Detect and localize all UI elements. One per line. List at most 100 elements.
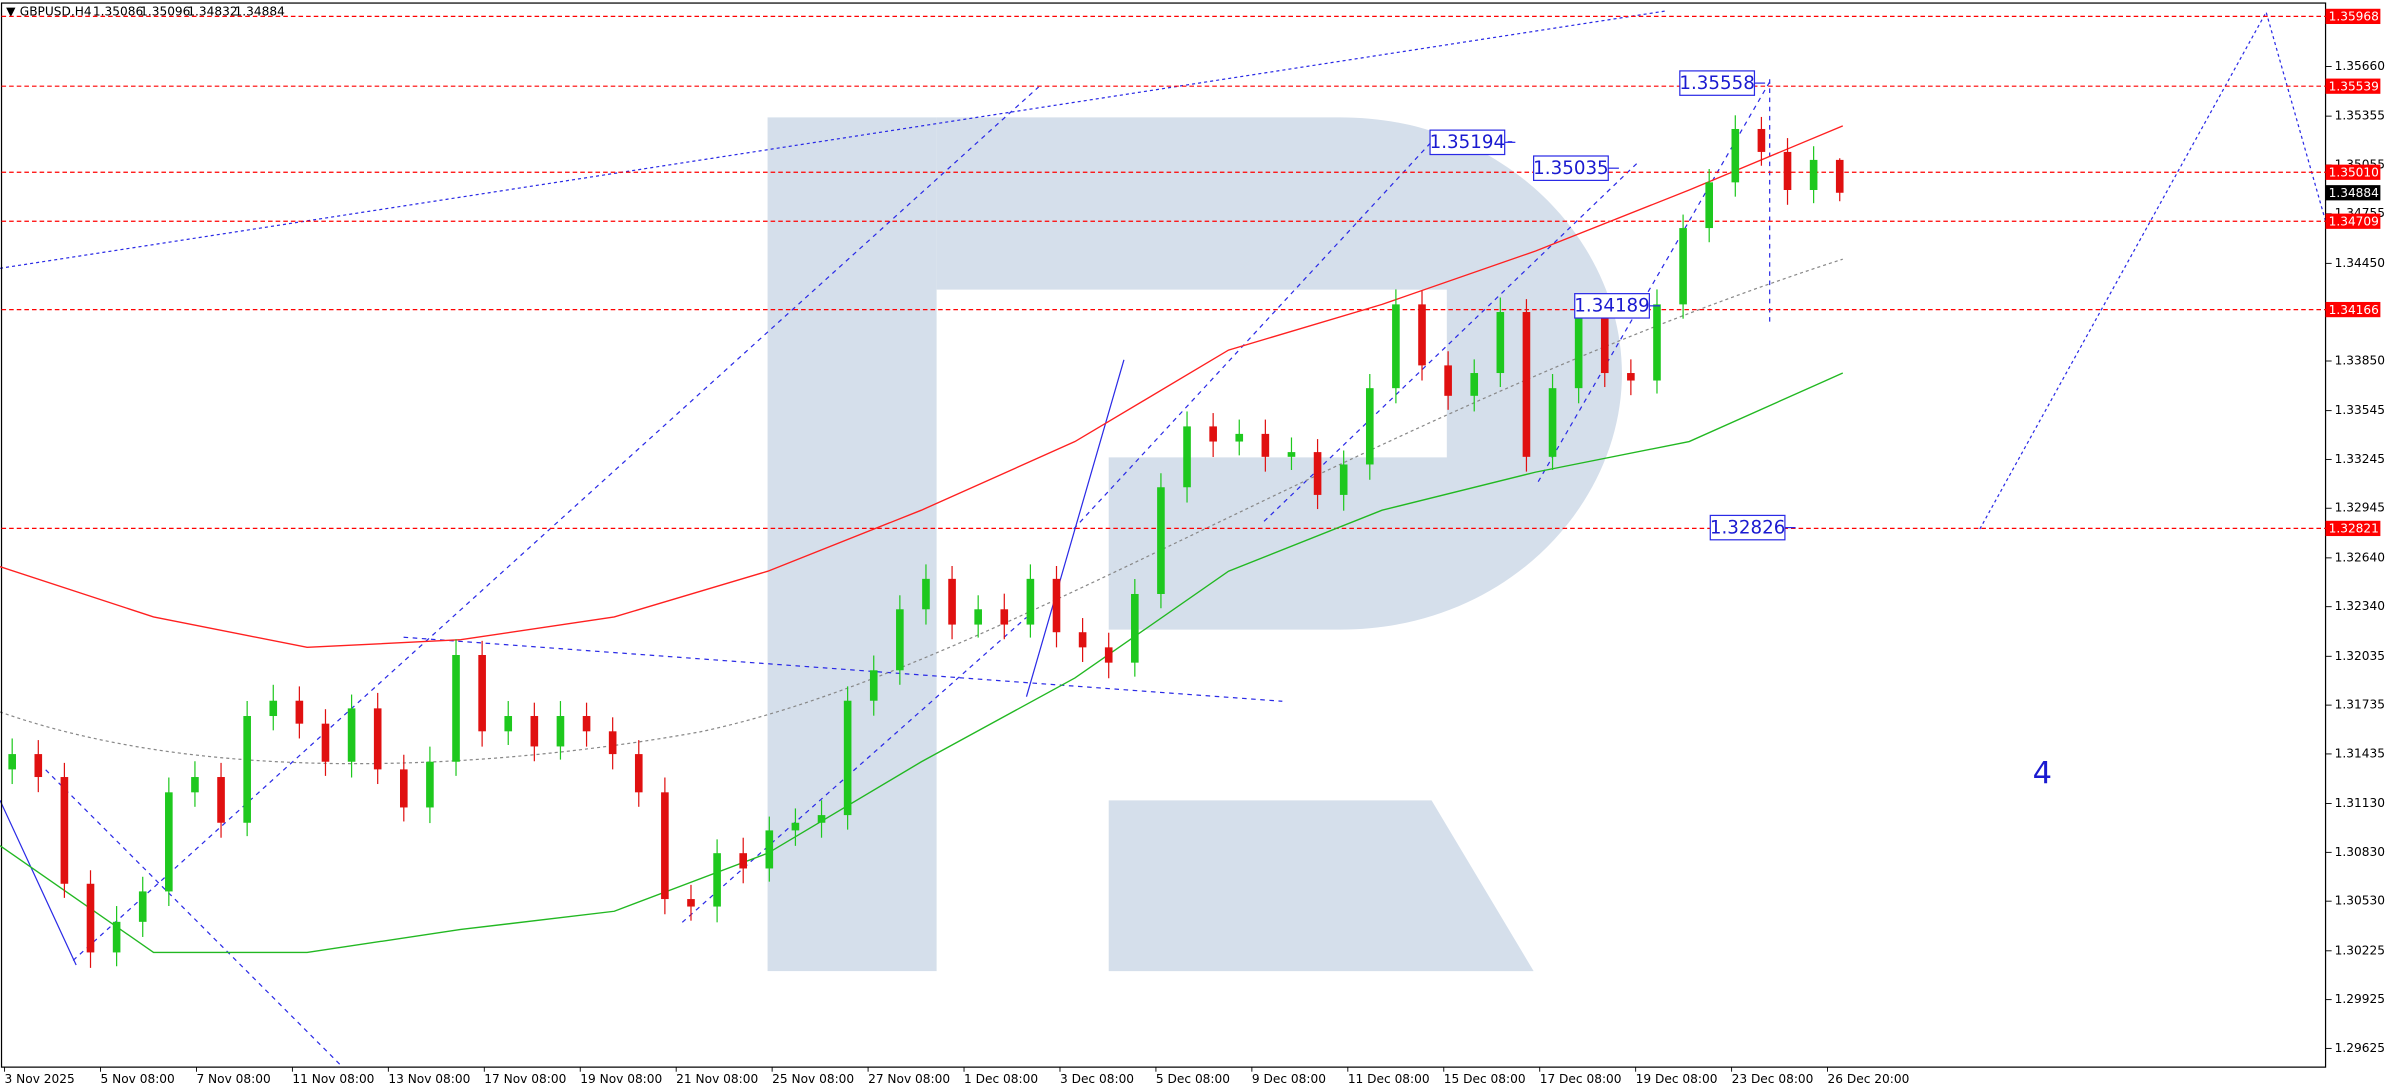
y-tick-label: 1.29625 (2335, 1041, 2385, 1055)
candle-body (1418, 304, 1426, 366)
candle-body (478, 655, 486, 732)
candle-body (896, 609, 904, 671)
level-label: 1.34709 (2329, 214, 2379, 228)
wave-label: 4 (2033, 756, 2052, 791)
level-label: 1.35539 (2329, 79, 2379, 93)
candle-body (922, 578, 930, 610)
candle-body (1653, 304, 1661, 381)
level-label: 1.35010 (2329, 166, 2379, 180)
level-tag (2325, 213, 2381, 229)
candle-body (1783, 151, 1792, 190)
y-tick-label: 1.31130 (2335, 796, 2385, 810)
candle-body (1392, 304, 1400, 389)
candle-body (86, 883, 95, 953)
x-tick-label: 5 Nov 08:00 (101, 1072, 175, 1086)
candle-body (8, 754, 16, 770)
candle-body (1705, 182, 1714, 229)
candle-body (138, 891, 147, 922)
y-tick-label: 1.32035 (2335, 649, 2385, 663)
candle-body (843, 700, 852, 816)
candle-body (165, 792, 173, 892)
x-tick-label: 23 Dec 08:00 (1732, 1072, 1814, 1086)
y-tick-label: 1.35355 (2335, 109, 2385, 123)
y-tick-label: 1.35660 (2335, 59, 2385, 73)
last-price-label: 1.34884 (2329, 186, 2380, 200)
candle-body (1835, 159, 1844, 193)
candle-body (739, 853, 748, 869)
header-low: 1.34832 (187, 5, 237, 19)
annotation-box (1429, 129, 1506, 156)
candle-body (1052, 578, 1061, 633)
trend-line (45, 769, 344, 1068)
annotation-box (1533, 155, 1609, 181)
level-tag (2325, 520, 2381, 537)
candle-body (191, 777, 199, 793)
watermark-stem (767, 117, 937, 972)
candle-body (791, 822, 800, 831)
candle-body (974, 609, 982, 625)
level-tag (2325, 164, 2381, 180)
analysis-lines (0, 10, 2327, 1068)
candle-body (504, 716, 513, 732)
annotation-label: 1.35035 (1533, 158, 1609, 179)
annotation-label: 1.32826 (1710, 517, 1786, 538)
candle-body (60, 777, 69, 884)
candle-body (1026, 578, 1035, 625)
candle-body (1339, 464, 1348, 495)
candle-body (1261, 433, 1270, 457)
candle-body (530, 716, 539, 747)
symbol-title: GBPUSD,H4 (20, 5, 92, 19)
candle-body (1444, 365, 1452, 396)
candle-body (1679, 228, 1687, 305)
candle-body (347, 708, 356, 762)
candle-body (399, 769, 408, 808)
level-tag (2325, 78, 2381, 94)
x-tick-label: 9 Dec 08:00 (1252, 1072, 1326, 1086)
candle-body (1235, 433, 1244, 442)
trend-line (681, 616, 1027, 923)
level-tag (2325, 8, 2381, 25)
x-tick-label: 1 Dec 08:00 (964, 1072, 1038, 1086)
candle-body (1104, 647, 1113, 663)
candle-body (1287, 452, 1296, 457)
candle-body (34, 754, 43, 778)
candle-body (608, 731, 617, 755)
header-arrow: ▼ (6, 5, 16, 19)
x-tick-label: 25 Nov 08:00 (772, 1072, 854, 1086)
y-tick-label: 1.32640 (2335, 550, 2385, 564)
x-tick-label: 26 Dec 20:00 (1828, 1072, 1910, 1086)
candle-body (426, 761, 434, 808)
watermark (767, 117, 1622, 972)
candle-body (687, 899, 695, 907)
candle-body (661, 792, 669, 900)
y-tick-label: 1.32945 (2335, 501, 2385, 515)
candle-body (1496, 312, 1505, 374)
y-tick-label: 1.31435 (2335, 746, 2385, 760)
moving-average (0, 125, 1844, 649)
y-tick-label: 1.30830 (2335, 845, 2385, 859)
annotation-label: 1.35194 (1430, 132, 1506, 153)
trend-line (1263, 162, 1638, 522)
candle-body (321, 723, 330, 762)
trend-line (0, 800, 77, 966)
trend-line (1073, 141, 1516, 530)
candle-body (243, 716, 251, 823)
candle-body (948, 578, 956, 625)
candle-body (817, 815, 826, 823)
candle-body (1313, 452, 1322, 495)
header-high: 1.35096 (140, 5, 190, 19)
candle-body (1627, 373, 1635, 381)
candle-body (1209, 426, 1217, 442)
candle-body (765, 830, 774, 869)
candle-body (1548, 388, 1557, 457)
candle-body (1078, 632, 1087, 648)
annotation-box (1679, 70, 1756, 96)
x-tick-label: 19 Dec 08:00 (1636, 1072, 1718, 1086)
x-tick-label: 21 Nov 08:00 (676, 1072, 758, 1086)
x-tick-label: 15 Dec 08:00 (1444, 1072, 1526, 1086)
x-tick-label: 5 Dec 08:00 (1156, 1072, 1230, 1086)
candle-body (1470, 373, 1479, 396)
candle-body (1522, 312, 1531, 457)
